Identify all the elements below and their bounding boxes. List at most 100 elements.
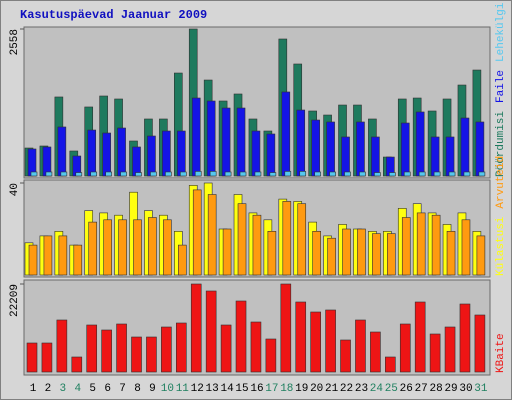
bar [117, 127, 126, 177]
x-tick-label: 21 [325, 383, 339, 395]
bar [251, 130, 261, 177]
bar [474, 314, 486, 373]
bar [444, 326, 456, 373]
x-tick-label: 3 [60, 383, 67, 395]
bar [221, 107, 231, 177]
bar [359, 171, 366, 177]
x-tick-label: 18 [280, 383, 293, 395]
bar [101, 329, 112, 373]
bar [370, 331, 381, 373]
bar [401, 217, 411, 276]
bar [415, 111, 425, 177]
bar [60, 171, 68, 177]
bar [132, 146, 141, 177]
bar [147, 135, 156, 177]
bar [28, 244, 38, 276]
x-tick-label: 7 [119, 383, 126, 395]
bar [389, 172, 396, 177]
bar [26, 342, 38, 373]
bar [250, 321, 262, 373]
bar [429, 333, 441, 373]
bar [280, 283, 292, 373]
x-tick-label: 8 [134, 383, 141, 395]
bar [162, 130, 171, 177]
x-tick-label: 17 [265, 383, 278, 395]
bar [344, 171, 351, 177]
bar [105, 171, 112, 177]
bar [399, 323, 411, 373]
x-tick-label: 30 [459, 383, 472, 395]
bar [194, 171, 202, 177]
bar [387, 233, 396, 276]
bar [340, 339, 351, 373]
bar [41, 342, 53, 373]
bar [430, 136, 440, 177]
bar [476, 235, 486, 276]
y-tick-label: 2558 [9, 29, 21, 55]
bar [296, 109, 306, 177]
bar [267, 231, 277, 276]
x-tick-label: 28 [430, 383, 443, 395]
bar [269, 172, 277, 177]
bar [222, 228, 232, 276]
bar [310, 311, 321, 373]
bar [341, 136, 350, 177]
bar [299, 171, 307, 177]
chart-title: Kasutuspäevad Jaanuar 2009 [20, 8, 207, 22]
bar [342, 228, 351, 276]
x-tick-label: 24 [370, 383, 384, 395]
x-tick-label: 6 [104, 383, 111, 395]
x-tick-label: 11 [176, 383, 190, 395]
bar [205, 290, 217, 373]
bar [478, 171, 486, 177]
bar [133, 219, 142, 276]
bar [42, 146, 52, 177]
bar [252, 214, 262, 276]
bar [446, 231, 456, 276]
x-tick-label: 2 [45, 383, 52, 395]
bar [103, 219, 112, 276]
bar [297, 203, 307, 276]
bar [131, 336, 142, 373]
y-tick-label: 22209 [9, 284, 21, 317]
bar [207, 194, 217, 276]
bar [403, 171, 411, 177]
bar [265, 338, 277, 373]
bar [326, 121, 335, 177]
bar [374, 172, 381, 177]
y-tick-label: 40 [9, 183, 21, 196]
bar [209, 171, 217, 177]
bar [327, 237, 336, 276]
bar [284, 171, 292, 177]
x-tick-label: 10 [161, 383, 174, 395]
bar [416, 212, 426, 276]
bar [45, 171, 53, 177]
x-tick-label: 16 [250, 383, 263, 395]
bar [75, 172, 83, 177]
legend-label: Arvuteid [495, 156, 507, 209]
bar [311, 119, 320, 177]
bar [431, 214, 441, 276]
bar [385, 356, 396, 373]
bar [236, 107, 246, 177]
bar [235, 300, 247, 373]
bar [146, 336, 157, 373]
legend-label: Faile [495, 70, 507, 103]
x-tick-label: 25 [385, 383, 398, 395]
bar [148, 217, 157, 276]
x-tick-label: 19 [295, 383, 308, 395]
bar [372, 233, 381, 276]
bar [312, 231, 321, 276]
x-tick-label: 5 [89, 383, 96, 395]
bar [355, 319, 366, 373]
bar [237, 203, 247, 276]
x-tick-label: 26 [400, 383, 413, 395]
bar [120, 171, 127, 177]
legend-label: KBaite [495, 333, 507, 373]
bar [58, 235, 68, 276]
bar [461, 219, 471, 276]
bar [43, 235, 53, 276]
bar [87, 129, 97, 177]
x-tick-label: 14 [220, 383, 234, 395]
x-tick-label: 4 [74, 383, 81, 395]
